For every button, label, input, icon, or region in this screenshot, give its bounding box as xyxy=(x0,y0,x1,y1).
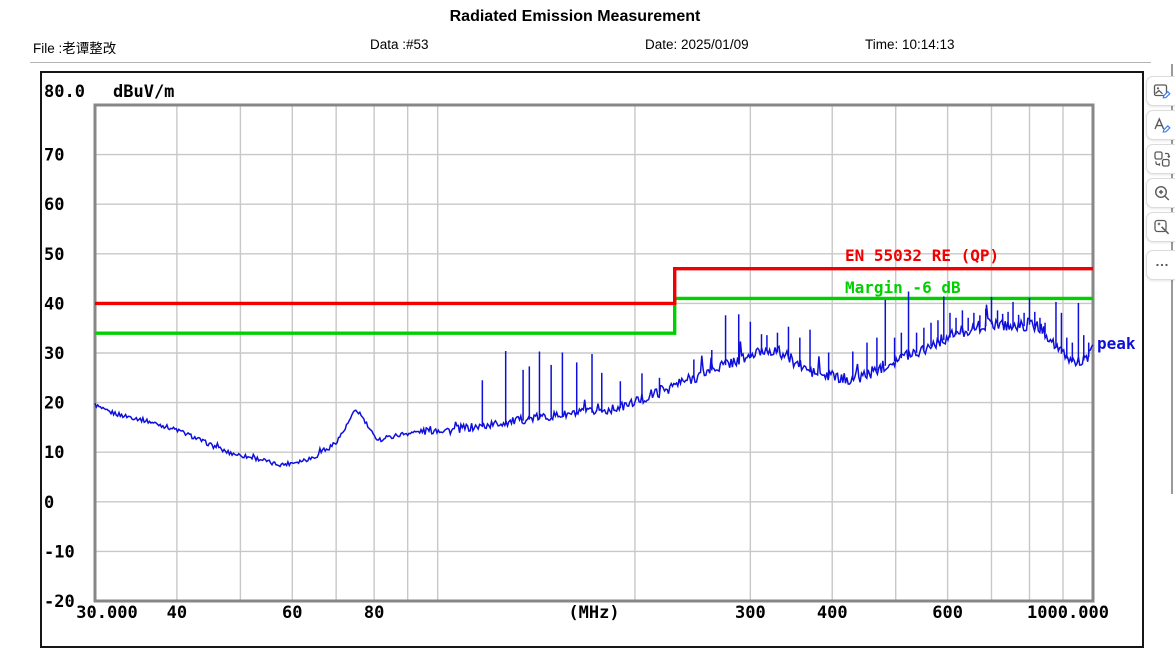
x-tick-label: 40 xyxy=(167,603,187,623)
limit-line xyxy=(95,267,1093,306)
x-tick-label: 300 xyxy=(735,603,766,623)
x-tick-label: 600 xyxy=(932,603,963,623)
more-icon xyxy=(1153,256,1171,274)
header-date: Date: 2025/01/09 xyxy=(645,37,749,52)
x-tick-label: 80 xyxy=(364,603,384,623)
zoom-in-icon xyxy=(1153,184,1171,202)
x-tick-label: 1000.000 xyxy=(1027,603,1109,623)
x-tick-label: 30.000 xyxy=(76,603,137,623)
y-tick-label: 10 xyxy=(44,443,64,463)
smart-select-icon xyxy=(1153,218,1171,236)
edit-text-button[interactable] xyxy=(1146,110,1175,140)
header-time: Time: 10:14:13 xyxy=(865,37,955,52)
x-tick-label: 60 xyxy=(282,603,302,623)
y-tick-label: 30 xyxy=(44,344,64,364)
header-data-number: Data :#53 xyxy=(370,37,429,52)
peak-trace xyxy=(94,304,1094,468)
x-tick-label: (MHz) xyxy=(568,603,619,623)
y-tick-label: 50 xyxy=(44,245,64,265)
header-separator xyxy=(30,62,1151,63)
y-tick-label: 80.0 xyxy=(44,82,85,102)
y-tick-label: 70 xyxy=(44,146,64,166)
image-pen-icon xyxy=(1153,82,1171,100)
more-button[interactable] xyxy=(1146,250,1175,280)
smart-select-button[interactable] xyxy=(1146,212,1175,242)
limit-line xyxy=(95,296,1093,335)
shapes-swap-icon xyxy=(1153,150,1171,168)
x-tick-label: 400 xyxy=(817,603,848,623)
text-pen-icon xyxy=(1153,116,1171,134)
y-tick-label: 40 xyxy=(44,294,64,314)
annotation-limit: Margin -6 dB xyxy=(845,278,961,297)
y-tick-label: -10 xyxy=(44,542,75,562)
y-axis-unit: dBuV/m xyxy=(113,82,174,102)
annotation-peak: peak xyxy=(1097,334,1136,353)
plot-border xyxy=(93,103,1095,603)
annotation-limit: EN 55032 RE (QP) xyxy=(845,246,999,265)
page-title: Radiated Emission Measurement xyxy=(449,8,701,25)
zoom-in-button[interactable] xyxy=(1146,178,1175,208)
y-tick-label: -20 xyxy=(44,592,75,612)
y-tick-label: 20 xyxy=(44,394,64,414)
header-file: File :老谭整改 xyxy=(33,41,117,56)
y-tick-label: 0 xyxy=(44,493,54,513)
convert-shapes-button[interactable] xyxy=(1146,144,1175,174)
edit-image-button[interactable] xyxy=(1146,76,1175,106)
y-tick-label: 60 xyxy=(44,195,64,215)
